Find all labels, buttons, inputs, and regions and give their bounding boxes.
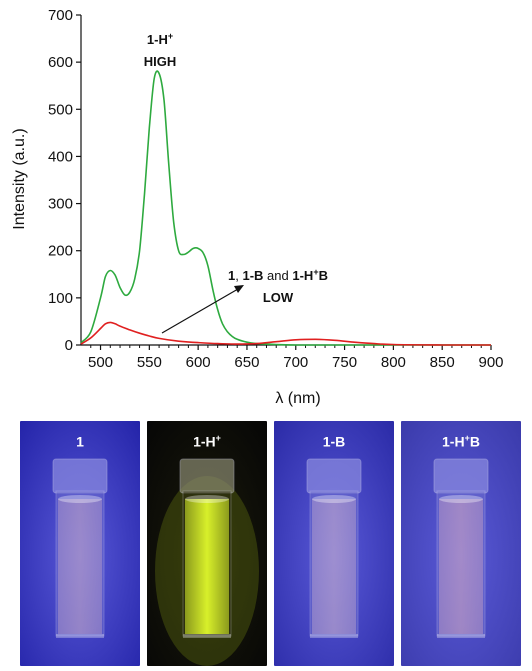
cuvette-photos: 1 1-H+ 1-B 1-H+B (20, 421, 526, 666)
photo-label: 1-H+ (193, 433, 221, 450)
cuvette-image (274, 421, 394, 666)
y-tick-label: 400 (48, 148, 73, 165)
x-tick-label: 800 (381, 354, 406, 371)
annotation-low-line1: 1, 1-B and 1-H+B (228, 267, 328, 283)
cuvette-liquid (185, 499, 229, 634)
axis-ticks: 0 100 200 300 400 500 600 700 500 550 600 650 700 750… (48, 7, 504, 371)
photo-panel-1-b: 1-B (274, 421, 394, 666)
spectrum-lines (80, 70, 491, 346)
cuvette-cap (306, 458, 362, 494)
y-tick-label: 200 (48, 243, 73, 260)
y-tick-label: 300 (48, 196, 73, 213)
liquid-meniscus (185, 495, 229, 503)
liquid-meniscus (439, 495, 483, 503)
x-tick-label: 650 (234, 354, 259, 371)
cuvette-liquid (439, 499, 483, 634)
cuvette-cap (52, 458, 108, 494)
photo-label: 1-B (322, 433, 346, 450)
x-tick-label: 850 (430, 354, 455, 371)
cuvette-image (147, 421, 267, 666)
cuvette-base (437, 634, 485, 638)
x-axis-label: λ (nm) (275, 390, 320, 407)
x-tick-label: 550 (137, 354, 162, 371)
photo-label: 1-H+B (442, 433, 480, 450)
annotation-low-line2: LOW (263, 290, 294, 305)
cuvette-base (310, 634, 358, 638)
cuvette-base (56, 634, 104, 638)
x-tick-label: 750 (332, 354, 357, 371)
cuvette-base (183, 634, 231, 638)
cuvette-image (401, 421, 521, 666)
y-axis-label: Intensity (a.u.) (11, 128, 28, 229)
photo-label: 1 (76, 433, 84, 450)
y-tick-label: 600 (48, 54, 73, 71)
annotation-high-line2: HIGH (144, 54, 177, 69)
cuvette-liquid (312, 499, 356, 634)
spectrum-series-0 (80, 70, 491, 346)
photo-panel-1: 1 (20, 421, 140, 666)
emission-spectrum-chart: 0 100 200 300 400 500 600 700 500 550 600 650 700 750… (11, 7, 504, 407)
y-tick-label: 700 (48, 7, 73, 24)
x-tick-label: 900 (478, 354, 503, 371)
y-tick-label: 500 (48, 101, 73, 118)
photo-panel-1-h-plus-b: 1-H+B (401, 421, 521, 666)
liquid-meniscus (58, 495, 102, 503)
photo-panel-1-h-plus: 1-H+ (147, 421, 267, 666)
annotation-arrow (161, 285, 244, 334)
x-tick-label: 600 (186, 354, 211, 371)
annotation-high-line1: 1-H+ (147, 31, 173, 47)
cuvette-cap (179, 458, 235, 494)
x-tick-label: 700 (283, 354, 308, 371)
spectrum-series-1 (80, 321, 491, 346)
y-tick-label: 0 (65, 337, 73, 354)
liquid-meniscus (312, 495, 356, 503)
y-tick-label: 100 (48, 290, 73, 307)
x-tick-label: 500 (88, 354, 113, 371)
cuvette-cap (433, 458, 489, 494)
cuvette-liquid (58, 499, 102, 634)
cuvette-image (20, 421, 140, 666)
